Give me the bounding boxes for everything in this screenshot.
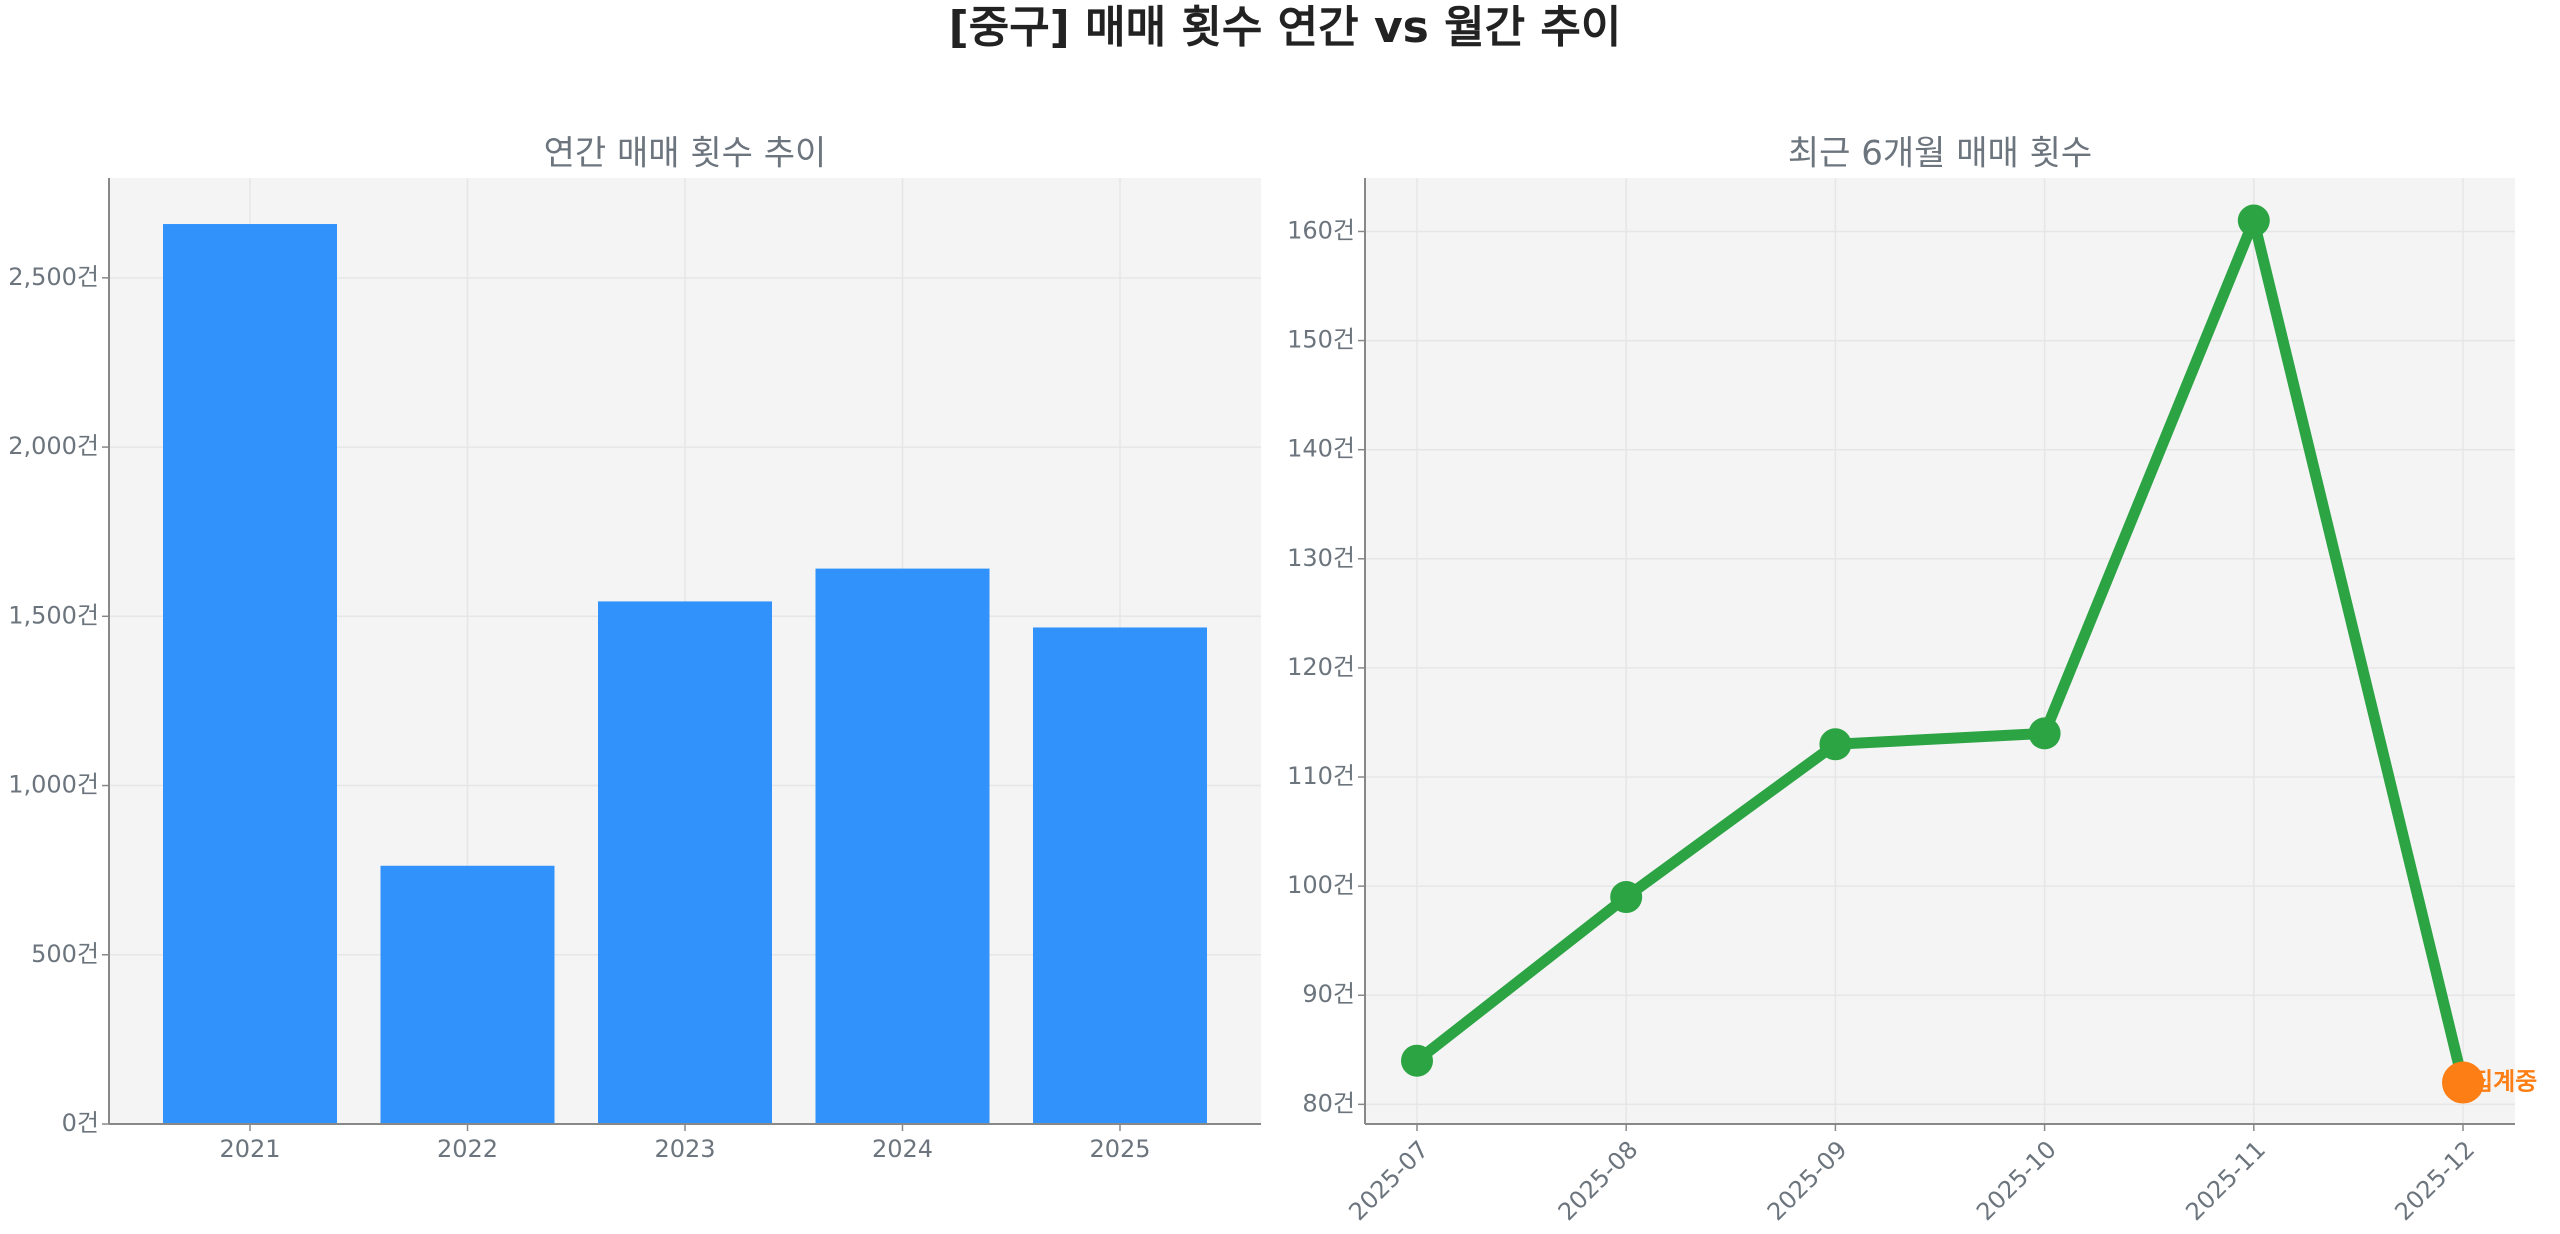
y-tick-label: 2,000건 <box>8 432 99 460</box>
bar <box>380 865 555 1124</box>
y-tick-label: 140건 <box>1287 435 1355 463</box>
x-tick-label: 2025-11 <box>2180 1135 2271 1226</box>
y-tick-label: 90건 <box>1302 980 1355 1008</box>
point <box>1819 728 1852 761</box>
point <box>2237 204 2270 237</box>
x-tick-label: 2023 <box>654 1135 715 1163</box>
x-tick-label: 2021 <box>219 1135 280 1163</box>
x-tick-label: 2025 <box>1089 1135 1150 1163</box>
x-tick-label: 2024 <box>872 1135 933 1163</box>
point <box>1610 881 1643 914</box>
x-tick-label: 2025-12 <box>2389 1135 2480 1226</box>
y-tick-label: 100건 <box>1287 871 1355 899</box>
y-tick-label: 1,500건 <box>8 601 99 629</box>
page-title: [중구] 매매 횟수 연간 vs 월간 추이 <box>949 2 1622 53</box>
plot-area <box>1365 178 2515 1124</box>
highlight-point <box>2442 1061 2484 1104</box>
y-tick-label: 110건 <box>1287 762 1355 790</box>
y-tick-label: 2,500건 <box>8 263 99 291</box>
chart-title: 연간 매매 횟수 추이 <box>544 134 827 174</box>
x-tick-label: 2025-09 <box>1762 1135 1853 1226</box>
line <box>1413 215 2469 1084</box>
x-tick-label: 2025-07 <box>1343 1135 1434 1226</box>
x-tick-label: 2025-08 <box>1553 1135 1644 1226</box>
y-tick-label: 80건 <box>1302 1089 1355 1117</box>
point <box>2028 717 2061 750</box>
y-tick-label: 160건 <box>1287 216 1355 244</box>
chart-title: 최근 6개월 매매 횟수 <box>1788 134 2092 174</box>
y-tick-label: 500건 <box>31 940 99 968</box>
bar <box>815 568 990 1124</box>
bar <box>1033 627 1207 1124</box>
y-tick-label: 1,000건 <box>8 771 99 799</box>
x-tick-label: 2022 <box>437 1135 498 1163</box>
bar <box>598 601 772 1124</box>
bar <box>163 224 337 1124</box>
y-tick-label: 0건 <box>62 1109 99 1137</box>
point <box>1401 1044 1433 1077</box>
y-tick-label: 150건 <box>1287 326 1355 354</box>
x-tick-label: 2025-10 <box>1971 1135 2062 1226</box>
annotation: 집계중 <box>2471 1068 2537 1096</box>
y-tick-label: 130건 <box>1287 544 1355 572</box>
y-tick-label: 120건 <box>1287 653 1355 681</box>
